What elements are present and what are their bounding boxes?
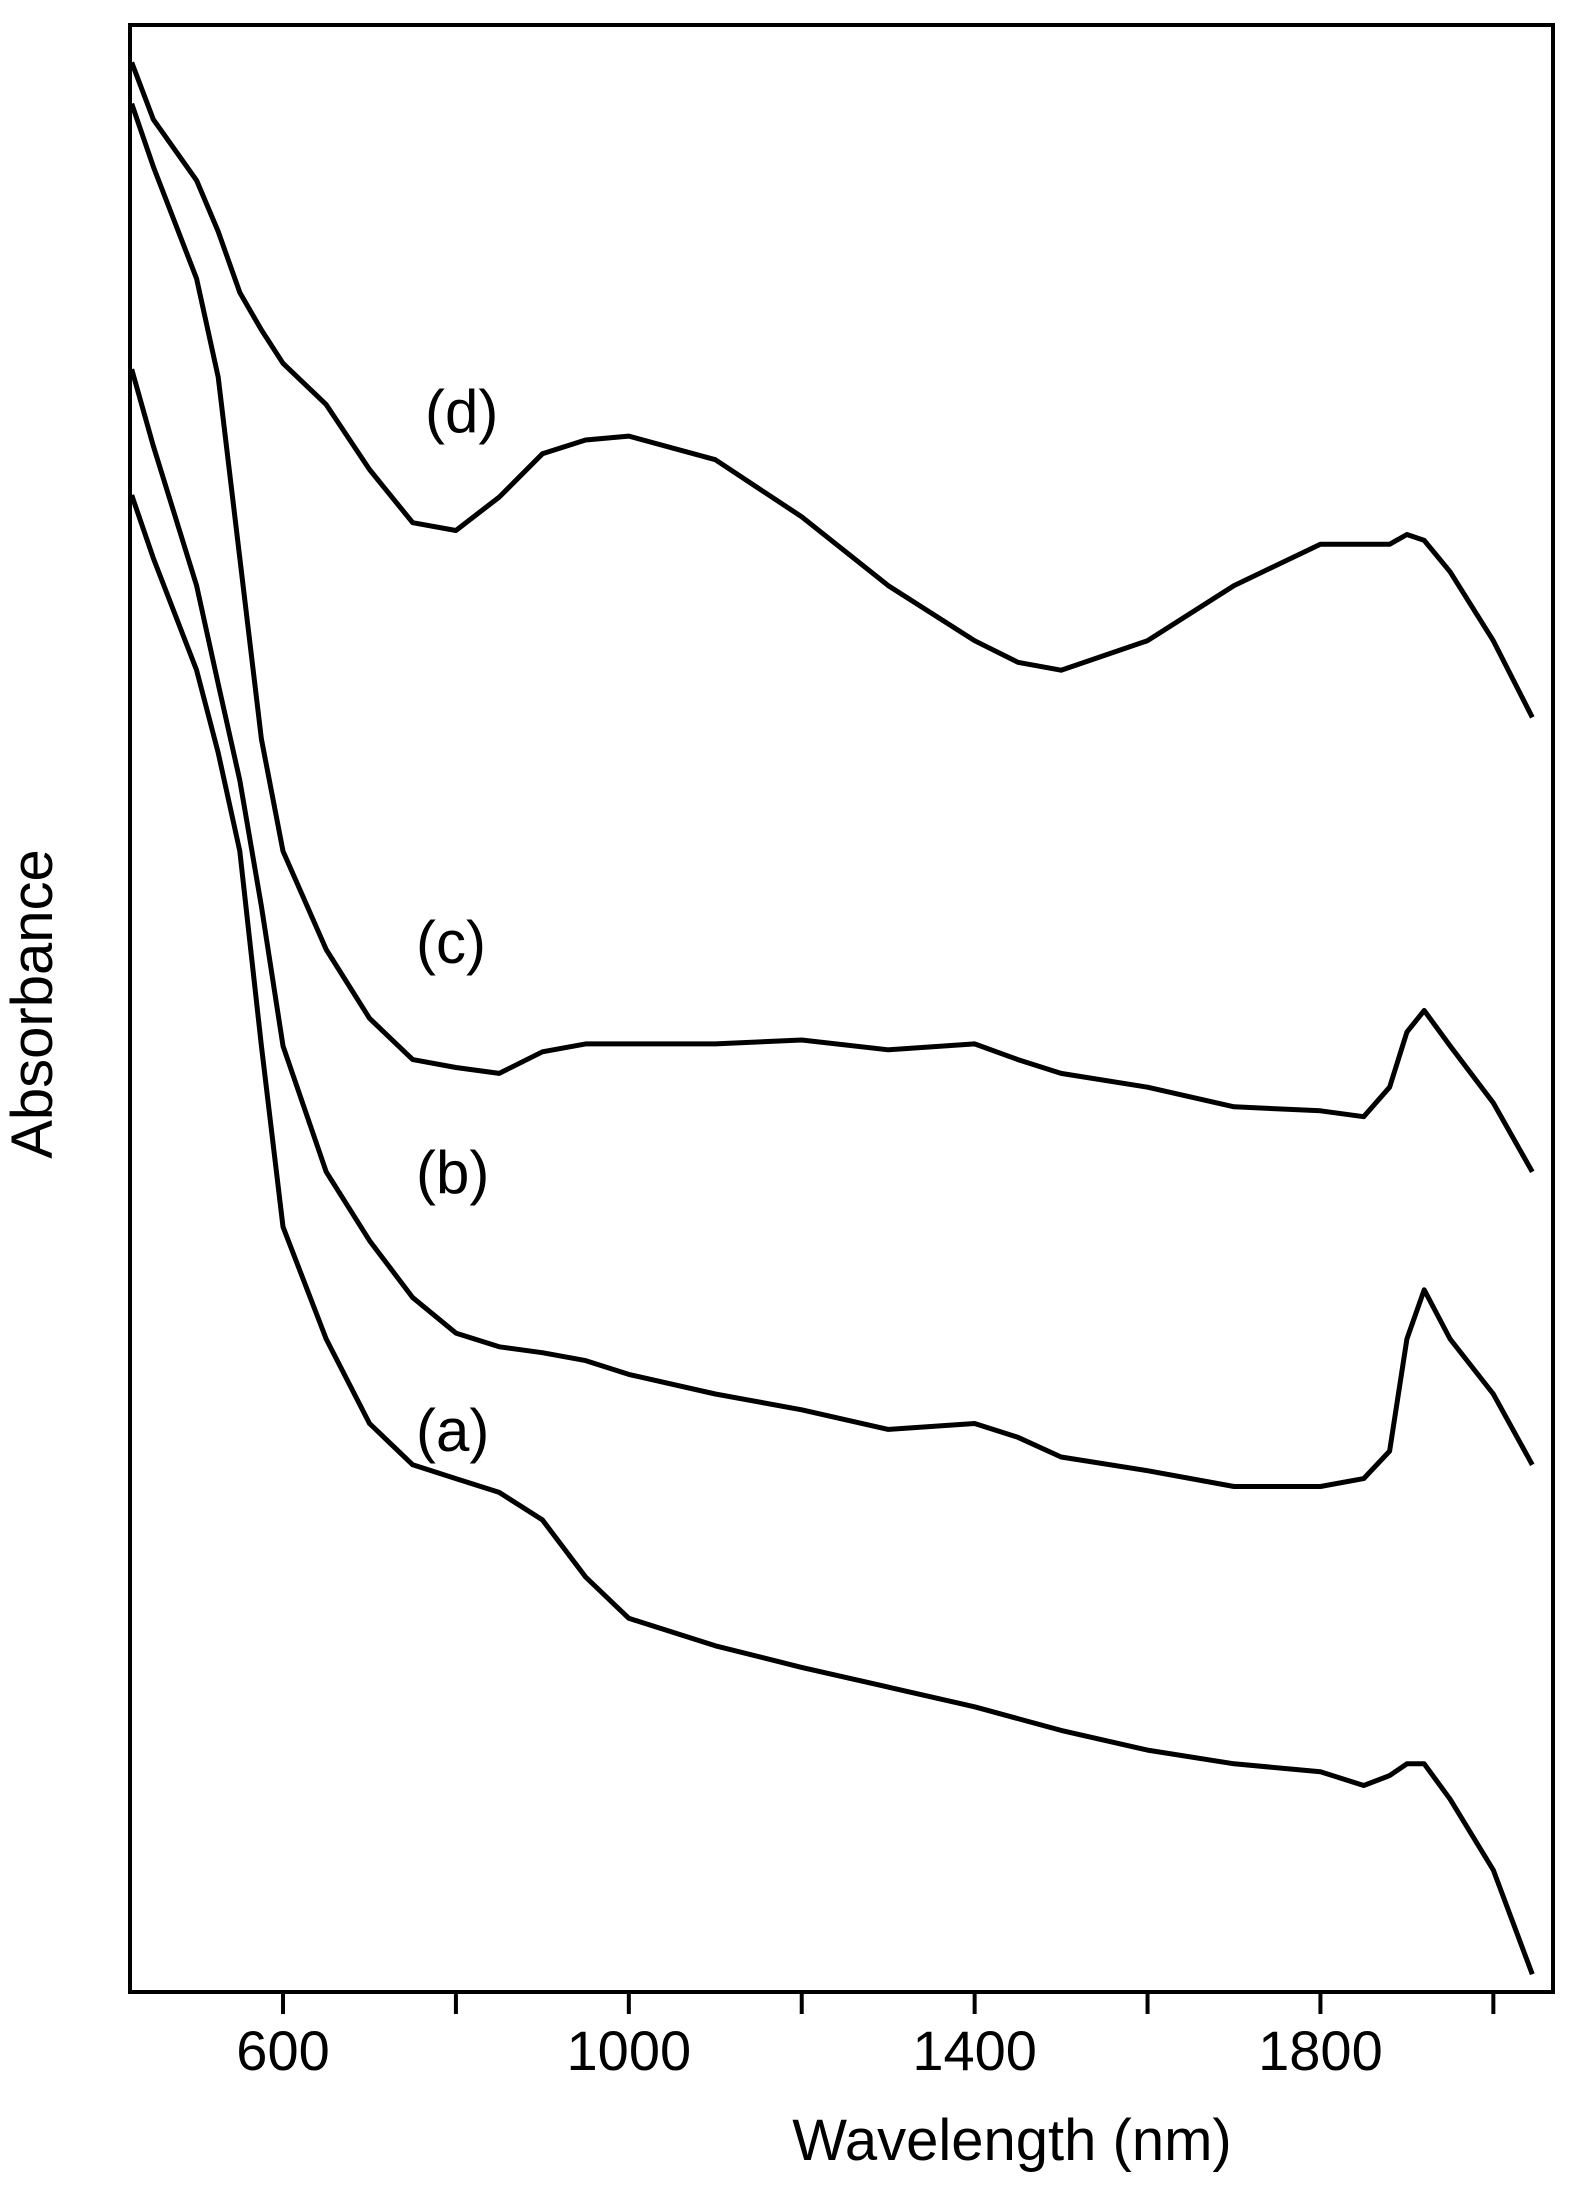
spectrum-line	[129, 368, 1535, 1489]
plot-frame	[128, 23, 1555, 1994]
x-tick-label: 1000	[567, 2019, 692, 2082]
spectrum-line	[129, 61, 1535, 719]
x-tick-label: 1400	[912, 2019, 1037, 2082]
x-tick-label: 1800	[1258, 2019, 1383, 2082]
y-axis-label: Absorbance	[0, 849, 65, 1159]
series-label: (c)	[416, 909, 486, 976]
series-label: (b)	[416, 1139, 489, 1206]
series-label: (a)	[416, 1397, 489, 1464]
x-axis-label: Wavelength (nm)	[792, 2108, 1231, 2173]
spectrum-line	[129, 102, 1535, 1174]
x-tick-label: 600	[236, 2019, 329, 2082]
series-label: (d)	[425, 378, 498, 445]
spectrum-line	[129, 494, 1535, 1976]
